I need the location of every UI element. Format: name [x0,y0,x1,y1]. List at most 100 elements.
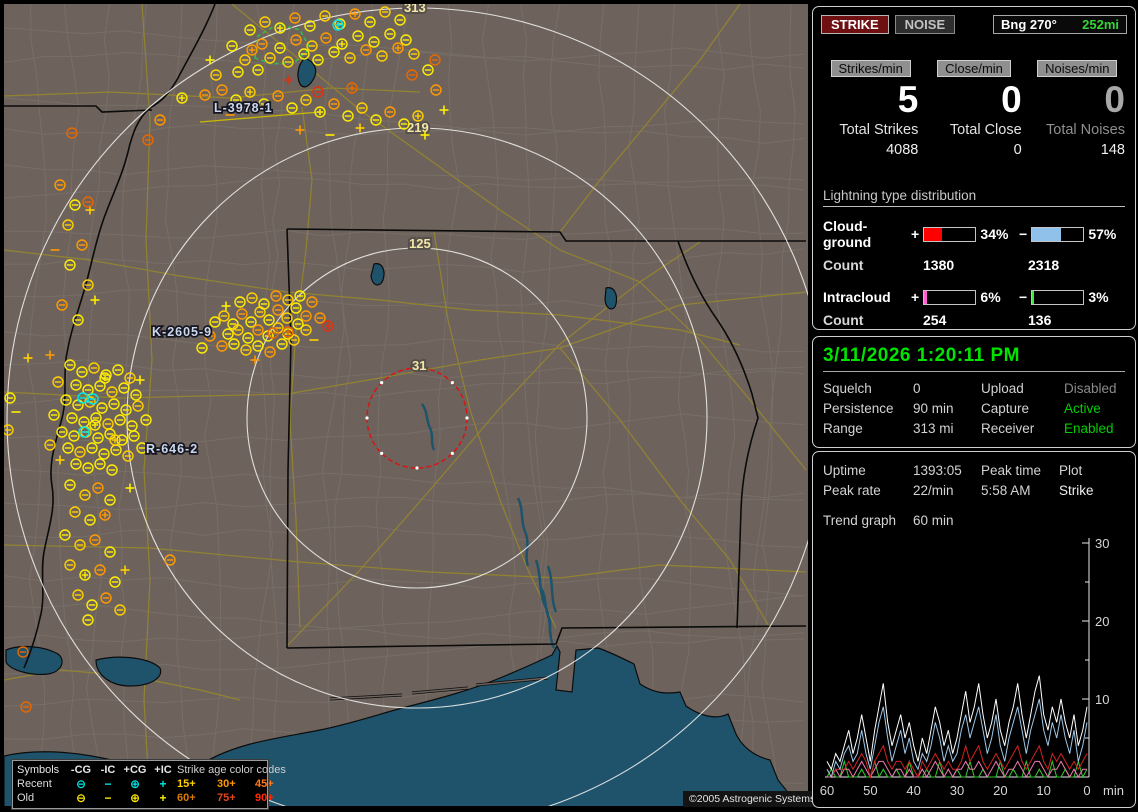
state-borders [4,4,807,669]
strike-circle-minus [264,346,276,358]
cg-neg-count: 2318 [1028,257,1060,273]
total-close-value: 0 [1013,142,1022,158]
strike-circle-minus [64,259,76,271]
strike-circle-minus [142,134,154,146]
strike-circle-minus [94,564,106,576]
strike-circle-minus [70,458,82,470]
strikes-per-min-button[interactable]: Strikes/min [830,60,911,77]
noise-button[interactable]: NOISE [894,15,956,34]
bearing-distance: 252mi [1082,17,1119,32]
strikes-per-min-column: Strikes/min 5 Total Strikes 4088 [823,60,918,158]
strike-circle-plus [246,44,258,56]
strike-circle-minus [96,402,108,414]
ic-pos-symbol-icon: + [159,777,167,791]
strike-circle-plus [282,326,294,338]
strike-circle-minus [140,414,152,426]
strike-circle-plus [412,110,424,122]
alarm-ring-dot [450,451,454,455]
noises-per-min-value: 0 [1104,79,1125,120]
strike-circle-minus [274,42,286,54]
strike-circle-minus [204,330,216,342]
alarm-ring-dot [415,466,419,470]
strike-circle-minus [312,86,324,98]
strike-counters-panel: STRIKE NOISE Bng 270° 252mi Strikes/min … [812,6,1136,330]
strike-plus [439,105,449,115]
cg-neg-symbol-icon: ⊖ [75,791,87,805]
noises-per-min-button[interactable]: Noises/min [1037,60,1118,77]
strike-circle-plus [349,8,361,20]
cg-neg-bar [1031,226,1085,242]
strike-circle-minus [128,430,140,442]
strike-circle-minus [246,292,258,304]
strike-plus [355,123,365,133]
legend-age-header: Strike age color codes [177,764,286,776]
clock-divider [823,371,1125,372]
strike-circle-minus [288,334,300,346]
strike-circle-minus [352,30,364,42]
close-per-min-button[interactable]: Close/min [937,60,1011,77]
legend-row-old: Old ⊖ − ⊕ +60+ 75+ 90+ [17,791,274,805]
setting-label-2: Range [823,421,863,436]
cg-pos-symbol-icon: ⊕ [129,777,141,791]
strike-circle-minus [17,646,29,658]
strike-circle-minus [72,314,84,326]
strike-circle-minus [20,701,32,713]
trend-graph-row: Trend graph 60 min [823,511,1125,531]
alarm-ring-dot [450,381,454,385]
setting-value-0: 0 [913,381,921,396]
strike-circle-minus [289,12,301,24]
trend-graph-window: 60 min [913,513,954,528]
setting-value-2: 313 mi [913,421,954,436]
storm-cell-outline [254,23,311,65]
storm-cell-label-R-646-2: R-646-2 [146,442,198,456]
setting-value2-2: Enabled [1064,421,1114,436]
strike-circle-minus [74,539,86,551]
range-ring-label-31: 31 [412,358,426,373]
age-code-15plus: 15+ [177,778,196,790]
strike-circle-plus [99,372,111,384]
cg-pos-percent: 34% [980,226,1009,242]
strike-circle-minus [92,482,104,494]
strike-plus [90,295,100,305]
strike-circle-minus [290,34,302,46]
strike-circle-minus [406,69,418,81]
peak-rate-value: 22/min [913,483,954,498]
total-noises-label: Total Noises [1046,122,1125,138]
lightning-map[interactable]: 313 219 125 31 L-3978-1 K-2605-9 R-646-2 Symbo… [4,4,822,810]
strike-circle-minus [79,489,91,501]
strike-circle-minus [242,332,254,344]
strike-plus [250,355,260,365]
x-tick-label-60: 60 [820,783,834,798]
copyright-badge: ©2005 Astrogenic Systems [683,791,822,807]
strike-circle-minus [216,84,228,96]
strike-circle-minus [290,302,302,314]
ic-pos-percent: 6% [980,289,1001,305]
strike-circle-minus [292,318,304,330]
trend-graph-canvas: 10 20 30 60 50 40 30 20 10 0 min [820,536,1124,798]
strike-circle-minus [104,546,116,558]
strike-circle-minus [294,290,306,302]
strike-circle-minus [78,426,90,438]
strike-circle-plus [89,419,101,431]
strike-button[interactable]: STRIKE [821,15,889,34]
strike-plus [55,455,65,465]
strike-circle-plus [322,320,334,332]
strike-circle-minus [282,294,294,306]
legend-col-ic-pos: +IC [154,764,172,776]
strike-circle-minus [76,239,88,251]
strike-circle-minus [84,514,96,526]
strike-plus [45,350,55,360]
strike-circle-minus [300,324,312,336]
peak-rate-label: Peak rate [823,483,881,498]
strikes-per-min-value: 5 [897,79,919,120]
strike-plus [295,125,305,135]
strike-circle-minus [70,379,82,391]
strike-circle-minus [66,412,78,424]
strike-circle-minus [236,308,248,320]
range-ring-label-313: 313 [404,4,426,15]
strike-circle-minus [108,398,120,410]
strike-circle-minus [124,372,136,384]
strike-circle-minus [364,16,376,28]
strike-circle-minus [82,279,94,291]
ic-neg-bar [1031,289,1085,305]
